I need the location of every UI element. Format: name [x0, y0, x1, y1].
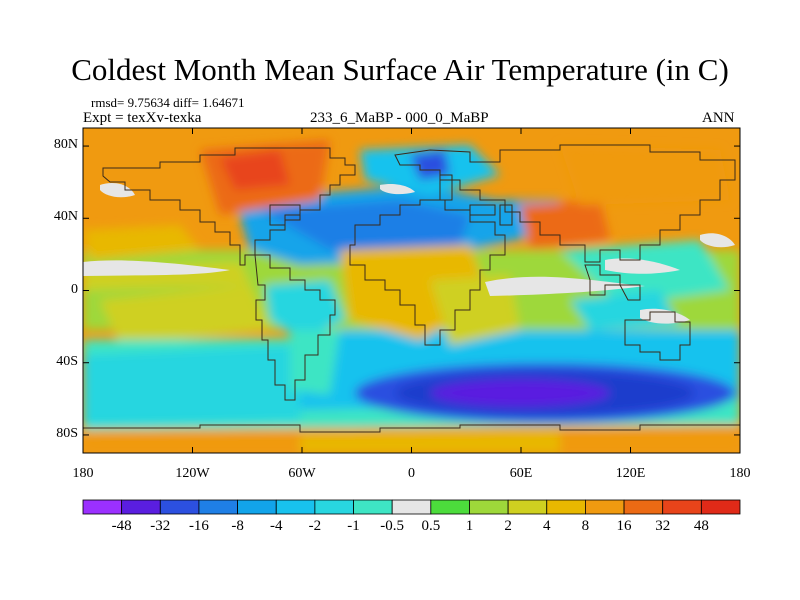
y-axis-label: 40N: [53, 209, 78, 225]
colorbar-label: -48: [111, 518, 132, 534]
stats-label: rmsd= 9.75634 diff= 1.64671: [91, 95, 245, 110]
x-axis-label: 120E: [615, 466, 646, 481]
experiment-label: Expt = texXv-texka: [83, 110, 202, 126]
y-axis-label: 80N: [53, 137, 78, 153]
colorbar-box: [353, 499, 393, 515]
colorbar-label: -16: [188, 518, 209, 534]
season-label: ANN: [702, 110, 735, 126]
colorbar-box: [546, 499, 586, 515]
colorbar-label: -4: [269, 518, 283, 534]
y-axis-label: 0: [71, 281, 78, 297]
colorbar-box: [237, 499, 277, 515]
colorbar-label: -1: [347, 518, 360, 534]
colorbar-box: [159, 499, 200, 515]
y-axis-label: 40S: [56, 353, 78, 369]
colorbar-label: 48: [693, 518, 709, 534]
coastlines: [83, 144, 740, 433]
temperature-field: [83, 140, 740, 453]
axis-ticks: [82, 128, 741, 453]
map-title: Coldest Month Mean Surface Air Temperatu…: [71, 52, 729, 87]
comparison-label: 233_6_MaBP - 000_0_MaBP: [310, 110, 489, 126]
y-axis-label: 80S: [56, 425, 78, 441]
x-axis-label: 120W: [175, 466, 210, 481]
colorbar-label: 16: [616, 518, 632, 534]
x-axis-label: 60W: [288, 466, 316, 481]
colorbar-box: [121, 499, 161, 515]
colorbar-label: 4: [543, 518, 551, 534]
colorbar-box: [82, 499, 123, 515]
x-axis-label: 0: [408, 466, 415, 481]
colorbar-box: [198, 499, 238, 515]
x-axis-label: 180: [729, 466, 751, 481]
colorbar-box: [430, 499, 470, 515]
colorbar-label: -2: [308, 518, 322, 534]
colorbar-label: 0.5: [421, 518, 441, 534]
colorbar-box: [275, 499, 316, 515]
colorbar-box: [700, 499, 741, 515]
colorbar-label: 32: [655, 518, 671, 534]
x-axis-label: 180: [72, 466, 94, 481]
colorbar-label: 8: [581, 518, 590, 534]
colorbar-box: [585, 499, 625, 515]
colorbar-box: [623, 499, 664, 515]
near-zero-patches: [83, 183, 735, 324]
colorbar-box: [507, 499, 548, 515]
colorbar-label: -0.5: [380, 518, 405, 534]
colorbar-label: 1: [465, 518, 474, 534]
colorbar-label: -32: [150, 518, 171, 534]
colorbar-box: [314, 499, 354, 515]
x-axis-label: 60E: [509, 466, 533, 481]
colorbar-label: 2: [504, 518, 512, 534]
colorbar-box: [391, 499, 432, 515]
colorbar-box: [469, 499, 509, 515]
colorbar-label: -8: [231, 518, 244, 534]
colorbar-box: [662, 499, 702, 515]
